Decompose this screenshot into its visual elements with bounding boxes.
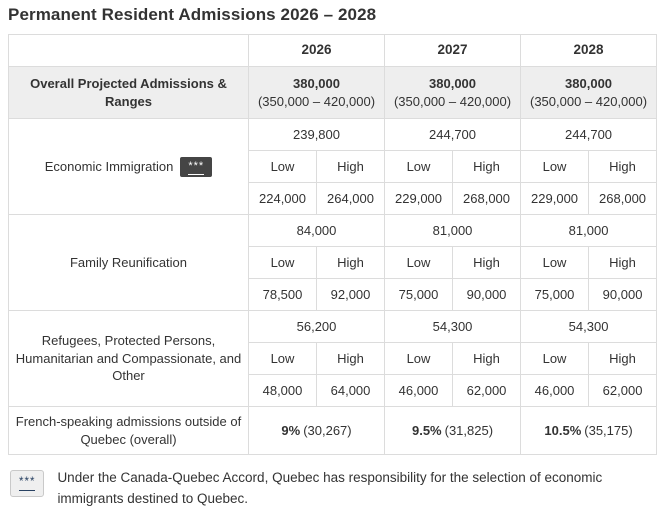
overall-value-2026: 380,000 (350,000 – 420,000) xyxy=(247,66,386,119)
overall-range-2027: (350,000 – 420,000) xyxy=(393,93,512,109)
overall-value-2027: 380,000 (350,000 – 420,000) xyxy=(384,66,522,119)
economic-label-text: Economic Immigration xyxy=(44,158,174,174)
family-low-2026: 78,500 xyxy=(248,278,317,311)
family-row-label: Family Reunification xyxy=(8,214,249,311)
overall-row: Overall Projected Admissions & Ranges 38… xyxy=(8,66,658,119)
refugees-total-row: Refugees, Protected Persons, Humanitaria… xyxy=(8,310,658,407)
overall-total-2028: 380,000 xyxy=(565,75,613,91)
high-header: High xyxy=(452,342,522,375)
corner-cell xyxy=(8,34,249,67)
refugees-total-2028: 54,300 xyxy=(520,310,658,343)
economic-low-2027: 229,000 xyxy=(384,182,454,215)
low-header: Low xyxy=(384,342,454,375)
economic-low-2028: 229,000 xyxy=(520,182,590,215)
refugees-row-label: Refugees, Protected Persons, Humanitaria… xyxy=(8,310,249,407)
economic-total-2028: 244,700 xyxy=(520,118,658,151)
refugees-high-2028: 62,000 xyxy=(588,374,658,407)
low-header: Low xyxy=(248,342,317,375)
family-total-2026: 84,000 xyxy=(247,214,386,247)
refugees-total-2026: 56,200 xyxy=(247,310,386,343)
high-header: High xyxy=(315,150,386,183)
french-percent-2027: 9.5% xyxy=(411,422,442,438)
low-header: Low xyxy=(248,246,317,279)
french-count-2028: (35,175) xyxy=(584,422,633,438)
year-header-2027: 2027 xyxy=(384,34,522,67)
admissions-table: 2026 2027 2028 Overall Projected Admissi… xyxy=(8,34,658,455)
economic-high-2026: 264,000 xyxy=(315,182,386,215)
refugees-lowhigh-header-row: Low High Low High Low High xyxy=(9,342,658,375)
overall-range-2028: (350,000 – 420,000) xyxy=(529,93,648,109)
footnote-marker-stars: *** xyxy=(19,476,36,491)
year-header-2026: 2026 xyxy=(247,34,386,67)
family-low-2028: 75,000 xyxy=(520,278,590,311)
high-header: High xyxy=(452,150,522,183)
french-value-2027: 9.5% (31,825) xyxy=(384,406,522,455)
family-high-2026: 92,000 xyxy=(315,278,386,311)
family-lowhigh-header-row: Low High Low High Low High xyxy=(9,246,658,279)
low-header: Low xyxy=(384,246,454,279)
economic-lowhigh-values-row: 224,000 264,000 229,000 268,000 229,000 … xyxy=(9,182,658,215)
overall-total-2027: 380,000 xyxy=(429,75,477,91)
low-header: Low xyxy=(520,150,590,183)
high-header: High xyxy=(315,246,386,279)
year-header-row: 2026 2027 2028 xyxy=(8,34,658,67)
economic-high-2027: 268,000 xyxy=(452,182,522,215)
french-percent-2028: 10.5% xyxy=(544,422,582,438)
year-header-2028: 2028 xyxy=(520,34,658,67)
economic-lowhigh-header-row: Low High Low High Low High xyxy=(9,150,658,183)
high-header: High xyxy=(315,342,386,375)
high-header: High xyxy=(588,150,658,183)
refugees-low-2027: 46,000 xyxy=(384,374,454,407)
french-count-2026: (30,267) xyxy=(303,422,352,438)
economic-total-row: Economic Immigration *** 239,800 244,700 … xyxy=(8,118,658,215)
french-count-2027: (31,825) xyxy=(444,422,494,438)
french-row: French-speaking admissions outside of Qu… xyxy=(8,406,658,455)
low-header: Low xyxy=(520,246,590,279)
overall-value-2028: 380,000 (350,000 – 420,000) xyxy=(520,66,658,119)
footnote: *** Under the Canada-Quebec Accord, Queb… xyxy=(8,468,656,510)
economic-total-2027: 244,700 xyxy=(384,118,522,151)
economic-high-2028: 268,000 xyxy=(588,182,658,215)
family-low-2027: 75,000 xyxy=(384,278,454,311)
footnote-marker-stars: *** xyxy=(188,159,205,175)
refugees-total-2027: 54,300 xyxy=(384,310,522,343)
french-value-2026: 9% (30,267) xyxy=(247,406,386,455)
overall-total-2026: 380,000 xyxy=(293,75,340,91)
refugees-low-2026: 48,000 xyxy=(248,374,317,407)
french-percent-2026: 9% xyxy=(281,422,301,438)
economic-row-label: Economic Immigration *** xyxy=(8,118,249,215)
family-total-row: Family Reunification 84,000 81,000 81,00… xyxy=(8,214,658,311)
footnote-return-link[interactable]: *** xyxy=(10,470,45,497)
family-lowhigh-values-row: 78,500 92,000 75,000 90,000 75,000 90,00… xyxy=(9,278,658,311)
low-header: Low xyxy=(248,150,317,183)
economic-total-2026: 239,800 xyxy=(247,118,386,151)
family-total-2028: 81,000 xyxy=(520,214,658,247)
low-header: Low xyxy=(520,342,590,375)
footnote-text: Under the Canada-Quebec Accord, Quebec h… xyxy=(57,470,603,506)
family-total-2027: 81,000 xyxy=(384,214,522,247)
low-header: Low xyxy=(384,150,454,183)
overall-range-2026: (350,000 – 420,000) xyxy=(257,93,376,109)
french-value-2028: 10.5% (35,175) xyxy=(520,406,658,455)
refugees-low-2028: 46,000 xyxy=(520,374,590,407)
family-high-2027: 90,000 xyxy=(452,278,522,311)
high-header: High xyxy=(452,246,522,279)
overall-row-label: Overall Projected Admissions & Ranges xyxy=(8,66,249,119)
family-high-2028: 90,000 xyxy=(588,278,658,311)
french-row-label: French-speaking admissions outside of Qu… xyxy=(8,406,249,455)
economic-low-2026: 224,000 xyxy=(248,182,317,215)
high-header: High xyxy=(588,246,658,279)
page-title: Permanent Resident Admissions 2026 – 202… xyxy=(8,5,377,24)
high-header: High xyxy=(588,342,658,375)
refugees-high-2026: 64,000 xyxy=(315,374,386,407)
footnote-marker-link[interactable]: *** xyxy=(180,156,213,177)
refugees-high-2027: 62,000 xyxy=(452,374,522,407)
